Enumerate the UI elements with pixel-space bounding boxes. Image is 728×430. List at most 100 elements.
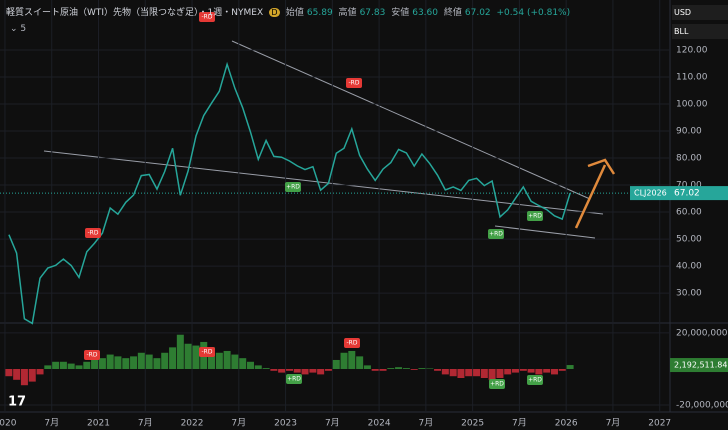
annotation: -RD [202, 349, 213, 356]
annotation: -RD [349, 80, 360, 87]
histogram-bar [83, 361, 91, 369]
histogram-bar [176, 334, 184, 369]
histogram-bar [566, 365, 574, 369]
histogram-bar [5, 368, 13, 377]
unit[interactable]: BLL [672, 24, 728, 39]
annotation: +RD [490, 381, 504, 388]
histogram-bar [153, 358, 161, 369]
histogram-bar [254, 365, 262, 369]
histogram-bar [114, 356, 122, 369]
histogram-bar [387, 368, 395, 369]
y-tick-label: 110.00 [676, 72, 708, 82]
y-tick-label: 20,000,000.00 [676, 328, 728, 338]
value: 67.02 [464, 8, 491, 18]
x-tick-label: 7月 [44, 418, 59, 429]
annotation-box [489, 379, 505, 389]
histogram-bar [324, 368, 332, 371]
histogram-bar [44, 365, 52, 369]
indicator-toggle[interactable]: ⌄ 5 [10, 24, 27, 34]
histogram-bar [340, 352, 348, 369]
histogram-bar [371, 368, 379, 371]
histogram-bar [278, 368, 286, 373]
histogram-bar [184, 343, 192, 369]
histogram-bar [434, 368, 442, 371]
annotation-box [344, 338, 360, 348]
histogram-bar [145, 354, 153, 369]
annotation-box [488, 229, 504, 239]
svg-text:17: 17 [8, 395, 26, 410]
histogram-bar [293, 368, 301, 373]
y-tick-label: 70.00 [676, 181, 702, 191]
histogram-bar [496, 368, 504, 379]
histogram-bar [519, 368, 527, 371]
annotation: +RD [489, 231, 503, 238]
histogram-bar [91, 359, 99, 369]
histogram-bar [215, 352, 223, 369]
histogram-bar [161, 352, 169, 369]
annotation-box [527, 375, 543, 385]
value: 67.83 [359, 8, 386, 18]
histogram-bar [473, 368, 481, 377]
histogram-bar [550, 368, 558, 375]
value: 63.60 [412, 8, 438, 18]
histogram-bar [75, 365, 83, 369]
annotation: +RD [287, 376, 301, 383]
histogram-bar [130, 356, 138, 369]
trendline [43, 150, 604, 215]
histogram-bar [246, 361, 254, 369]
annotation: +RD [528, 213, 542, 220]
value-tag [670, 358, 728, 373]
x-tick-label: 2027 [648, 419, 671, 429]
currency[interactable]: USD [672, 5, 728, 20]
label: 始値 [285, 8, 304, 18]
change: +0.54 (+0.81%) [496, 8, 571, 18]
histogram-bar [410, 368, 418, 370]
annotation: -RD [87, 352, 98, 359]
annotation-box [286, 374, 302, 384]
histogram-bar [348, 350, 356, 369]
price-tag-label: 67.02 [674, 189, 700, 199]
annotation: +RD [286, 184, 300, 191]
annotation: -RD [202, 14, 213, 21]
histogram-bar [395, 367, 403, 369]
x-tick-label: 2023 [274, 419, 297, 429]
annotation: -RD [347, 340, 358, 347]
x-tick-label: 7月 [512, 418, 527, 429]
annotation-box [346, 78, 362, 88]
label: 安値 [391, 8, 410, 18]
histogram-bar [356, 356, 364, 369]
arrow-head [587, 158, 616, 175]
histogram-bar [59, 361, 67, 369]
annotation-box [85, 228, 101, 238]
histogram-bar [52, 361, 60, 369]
histogram-bar [106, 354, 114, 369]
price-line [8, 61, 571, 325]
histogram-bar [301, 368, 309, 375]
label: 終値 [443, 8, 462, 18]
symbol-title: 軽質スイート原油（WTI）先物（当限つなぎ足）・1週・NYMEX [6, 8, 264, 18]
histogram-bar [558, 368, 566, 371]
trendline [231, 40, 591, 200]
badge: D [269, 8, 281, 17]
histogram-bar [535, 368, 543, 375]
label: 高値 [338, 8, 357, 18]
y-tick-label: -20,000,000.00 [676, 401, 728, 411]
x-tick-label: 7月 [606, 418, 621, 429]
x-tick-label: 7月 [325, 418, 340, 429]
histogram-bar [28, 368, 36, 382]
y-tick-label: 40.00 [676, 262, 702, 272]
histogram-bar [223, 350, 231, 369]
histogram-bar [239, 358, 247, 369]
x-tick-label: 2022 [181, 419, 204, 429]
histogram-bar [309, 368, 317, 373]
y-tick-label: 60.00 [676, 208, 702, 218]
trendline [494, 225, 596, 239]
histogram-bar [441, 368, 449, 375]
histogram-bar [192, 345, 200, 369]
histogram-bar [270, 368, 278, 371]
histogram-bar [67, 363, 75, 369]
histogram-bar [449, 368, 457, 377]
histogram-bar [231, 354, 239, 369]
